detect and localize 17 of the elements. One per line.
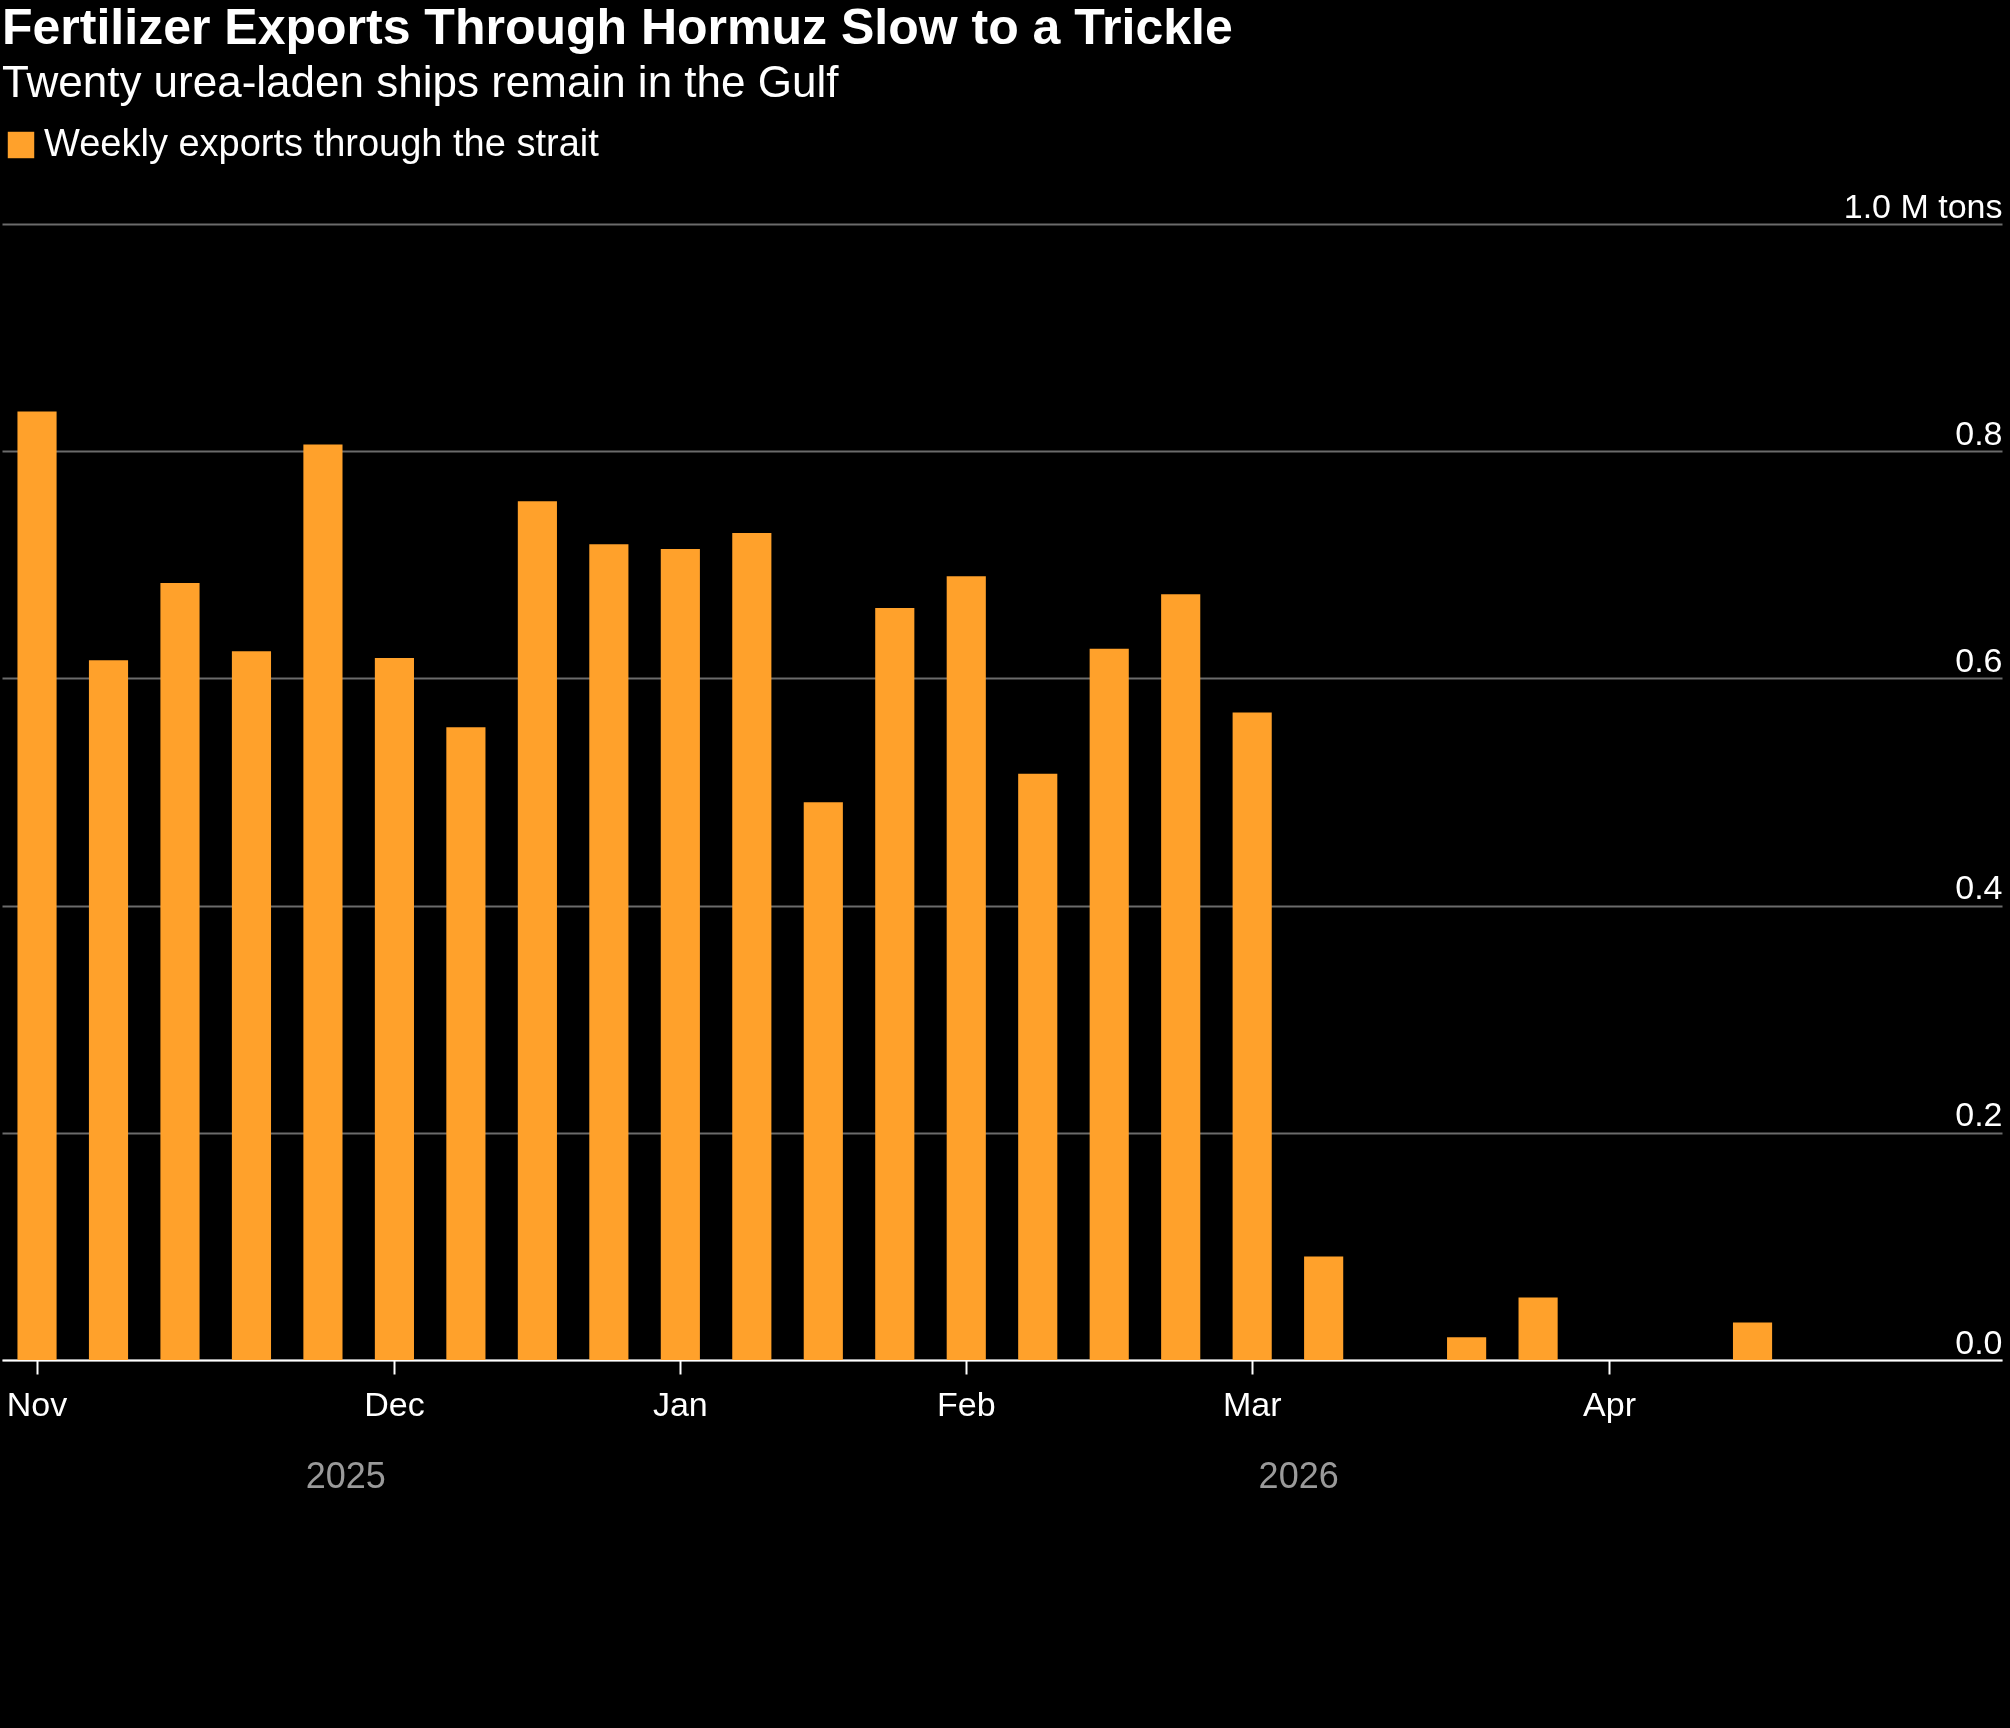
text: 2025 xyxy=(305,1455,386,1496)
x-tick-label: Apr xyxy=(1583,1384,1637,1423)
x-tick-label: Feb xyxy=(936,1384,996,1423)
chart-title: Fertilizer Exports Through Hormuz Slow to a Trickle xyxy=(2,0,1233,55)
x-tick-label: Nov xyxy=(6,1384,68,1423)
y-tick-label: 0.4 xyxy=(1955,868,2003,907)
text: 2026 xyxy=(1258,1455,1339,1496)
chart-subtitle: Twenty urea-laden ships remain in the Gulf xyxy=(2,57,840,106)
y-tick-label: 1.0 M tons xyxy=(1843,186,2003,225)
y-tick-label: 0.0 xyxy=(1955,1322,2003,1361)
y-tick-label: 0.2 xyxy=(1955,1095,2003,1134)
x-tick-label: Jan xyxy=(652,1384,708,1423)
y-tick-label: 0.8 xyxy=(1955,413,2003,452)
y-tick-label: 0.6 xyxy=(1955,640,2003,679)
x-tick-label: Dec xyxy=(364,1384,425,1423)
x-tick-label: Mar xyxy=(1222,1384,1282,1423)
legend-label: Weekly exports through the strait xyxy=(44,122,600,164)
